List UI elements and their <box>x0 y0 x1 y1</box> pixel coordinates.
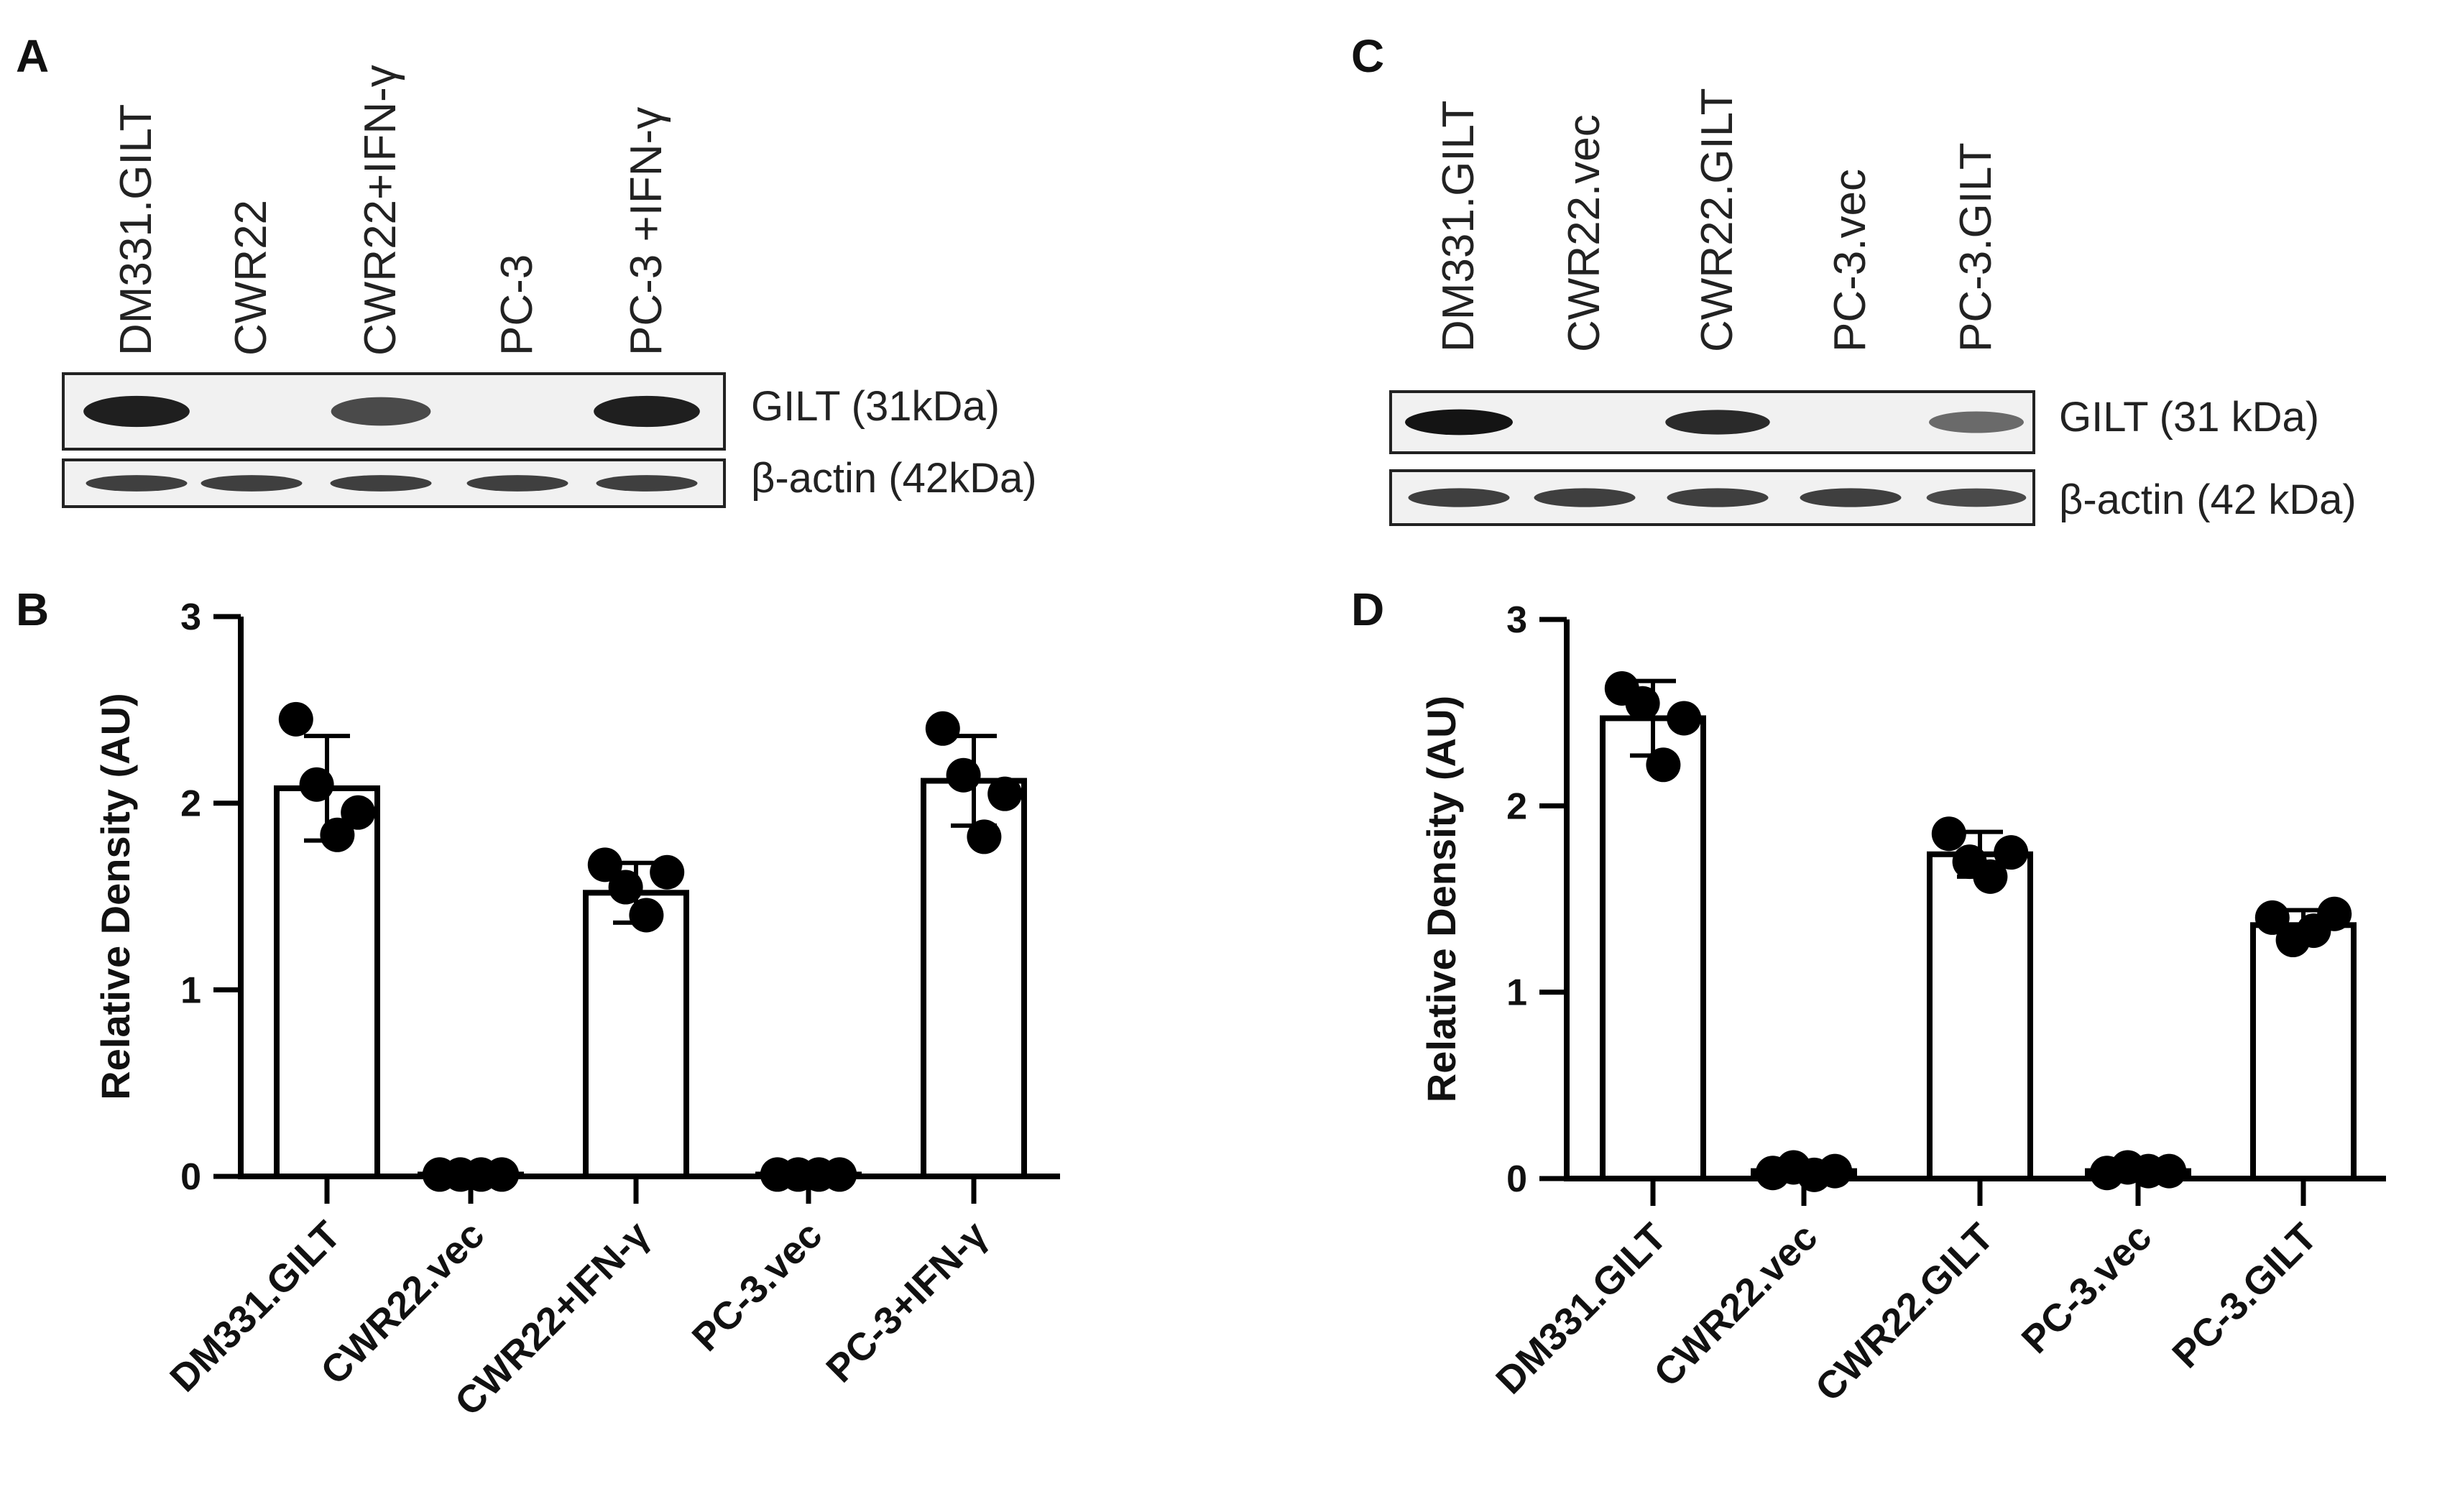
western-blot-a: DM331.GILT CWR22 CWR22+IFN-γ PC-3 PC-3 +IFN-… <box>62 65 1037 508</box>
data-point <box>1818 1153 1853 1189</box>
x-category-label: CWR22.vec <box>1646 1215 1825 1395</box>
blot-band <box>1667 488 1769 507</box>
x-category-label: DM331.GILT <box>1488 1215 1675 1402</box>
blot-band <box>594 395 700 428</box>
x-category-label: PC-3+IFN-γ <box>818 1213 995 1391</box>
lane-label: PC-3.GILT <box>1951 142 2001 352</box>
y-tick-label: 0 <box>1506 1158 1527 1200</box>
y-tick-label: 0 <box>180 1156 201 1198</box>
blot-band <box>1408 488 1510 507</box>
western-blot-c: DM331.GILT CWR22.vec CWR22.GILT PC-3.vec PC-… <box>1389 88 2357 526</box>
panel-letter-a: A <box>16 30 49 82</box>
lane-label: PC-3.vec <box>1825 169 1875 352</box>
bar <box>1600 715 1706 1181</box>
blot-band <box>83 395 190 428</box>
data-point <box>1994 835 2029 870</box>
bar <box>583 890 689 1179</box>
panel-letter-d: D <box>1351 584 1384 635</box>
bar <box>274 785 380 1179</box>
blot-band <box>331 397 431 426</box>
blot-band <box>596 475 698 492</box>
data-point <box>587 847 622 882</box>
data-point <box>925 711 960 746</box>
lane-label: CWR22+IFN-γ <box>356 65 405 356</box>
y-tick-label: 1 <box>1506 972 1527 1014</box>
y-tick-label: 3 <box>180 596 201 638</box>
data-point <box>987 776 1023 811</box>
blot-band <box>1534 488 1636 507</box>
x-category-label: PC-3.vec <box>2014 1215 2160 1362</box>
data-point <box>1667 701 1702 736</box>
x-category-label: CWR22.GILT <box>1807 1215 2002 1410</box>
blot-band <box>86 475 188 492</box>
x-category-label: PC-3.GILT <box>2164 1215 2325 1376</box>
lane-label: PC-3 +IFN-γ <box>622 107 671 356</box>
blot-band <box>1926 488 2027 507</box>
y-tick-label: 3 <box>1506 599 1527 641</box>
blot-band <box>330 475 432 492</box>
band-label: GILT (31kDa) <box>751 383 1000 430</box>
lane-label: CWR22 <box>226 200 276 356</box>
lane-label: DM331.GILT <box>111 104 161 356</box>
blot-band <box>201 475 303 492</box>
data-point <box>2152 1153 2187 1189</box>
y-tick-label: 2 <box>180 783 201 825</box>
bar-chart-b: Relative Density (AU)0123DM331.GILTCWR22… <box>93 596 1060 1424</box>
blot-band <box>1665 410 1770 435</box>
lane-label: CWR22.vec <box>1560 114 1609 352</box>
bar <box>2250 922 2357 1181</box>
blot-band <box>1800 488 1902 507</box>
blot-band <box>1929 411 2024 433</box>
x-category-label: PC-3.vec <box>684 1213 831 1360</box>
band-label: β-actin (42 kDa) <box>2059 476 2357 523</box>
panel-letter-b: B <box>16 584 49 635</box>
data-point <box>2317 896 2352 931</box>
data-point <box>822 1157 857 1192</box>
band-label: GILT (31 kDa) <box>2059 394 2319 441</box>
data-point <box>650 854 685 890</box>
panel-letter-c: C <box>1351 30 1384 82</box>
lane-label: CWR22.GILT <box>1692 88 1742 352</box>
data-point <box>341 795 376 830</box>
blot-band <box>1405 409 1513 435</box>
data-point <box>484 1157 520 1192</box>
data-point <box>1931 816 1966 852</box>
band-label: β-actin (42kDa) <box>751 455 1037 502</box>
lane-label: DM331.GILT <box>1434 101 1483 352</box>
data-point <box>967 819 1002 854</box>
lane-label: PC-3 <box>492 254 542 356</box>
bar-chart-d: Relative Density (AU)0123DM331.GILTCWR22… <box>1419 599 2386 1410</box>
y-axis-label: Relative Density (AU) <box>1419 696 1464 1102</box>
x-category-label: DM331.GILT <box>162 1213 349 1400</box>
y-tick-label: 1 <box>180 969 201 1011</box>
blot-band <box>466 475 568 492</box>
y-axis-label: Relative Density (AU) <box>93 693 138 1100</box>
y-tick-label: 2 <box>1506 785 1527 827</box>
data-point <box>278 701 313 737</box>
bar <box>1927 851 2033 1181</box>
